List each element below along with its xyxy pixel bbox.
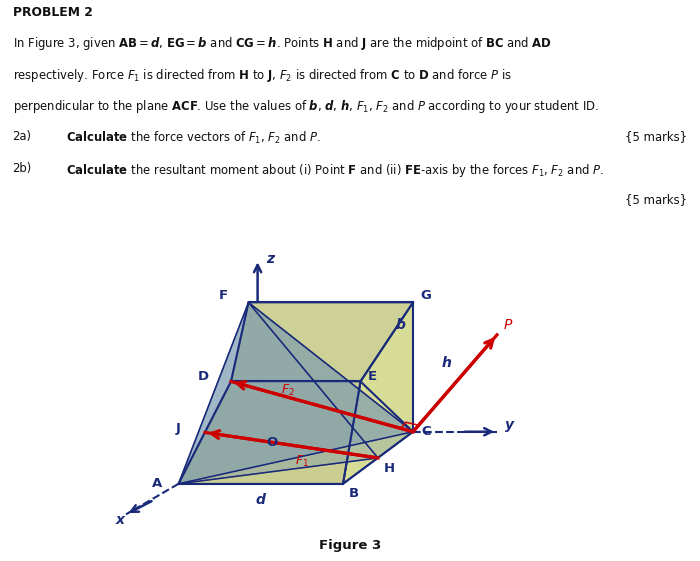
Text: F: F (219, 289, 228, 302)
Polygon shape (343, 302, 413, 484)
Text: perpendicular to the plane $\mathbf{ACF}$. Use the values of $\boldsymbol{b}$, $: perpendicular to the plane $\mathbf{ACF}… (13, 98, 598, 116)
Text: b: b (395, 319, 406, 333)
Text: z: z (266, 252, 274, 266)
Text: B: B (349, 488, 358, 500)
Text: {5 marks}: {5 marks} (625, 194, 687, 206)
Polygon shape (178, 381, 360, 484)
Text: $F_2$: $F_2$ (281, 383, 295, 398)
Text: $\mathbf{Calculate}$ the resultant moment about (i) Point $\mathbf{F}$ and (ii) : $\mathbf{Calculate}$ the resultant momen… (66, 162, 605, 179)
Polygon shape (178, 302, 413, 484)
Text: $\mathbf{Calculate}$ the force vectors of $\mathit{F_1}$, $\mathit{F_2}$ and $\m: $\mathbf{Calculate}$ the force vectors o… (66, 130, 321, 146)
Text: {5 marks}: {5 marks} (625, 130, 687, 143)
Text: D: D (197, 370, 209, 383)
Text: respectively. Force $\mathit{F_1}$ is directed from $\mathbf{H}$ to $\mathbf{J}$: respectively. Force $\mathit{F_1}$ is di… (13, 67, 512, 84)
Text: C: C (421, 425, 431, 438)
Text: O: O (266, 436, 277, 449)
Polygon shape (248, 302, 413, 458)
Polygon shape (178, 302, 378, 484)
Text: 2a): 2a) (13, 130, 32, 143)
Text: y: y (505, 418, 514, 432)
Text: Figure 3: Figure 3 (319, 539, 381, 552)
Text: A: A (152, 477, 162, 490)
Text: G: G (420, 289, 431, 302)
Text: In Figure 3, given $\mathbf{AB} = \boldsymbol{d}$, $\mathbf{EG} = \boldsymbol{b}: In Figure 3, given $\mathbf{AB} = \bolds… (13, 35, 552, 52)
Text: $F_1$: $F_1$ (295, 454, 309, 469)
Text: $P$: $P$ (503, 319, 513, 333)
Text: J: J (176, 422, 181, 435)
Text: d: d (256, 493, 266, 507)
Polygon shape (231, 302, 413, 381)
Text: h: h (442, 356, 452, 370)
Text: E: E (368, 370, 377, 383)
Text: PROBLEM 2: PROBLEM 2 (13, 6, 92, 19)
Text: H: H (384, 462, 395, 475)
Text: x: x (116, 513, 125, 527)
Text: 2b): 2b) (13, 162, 32, 175)
